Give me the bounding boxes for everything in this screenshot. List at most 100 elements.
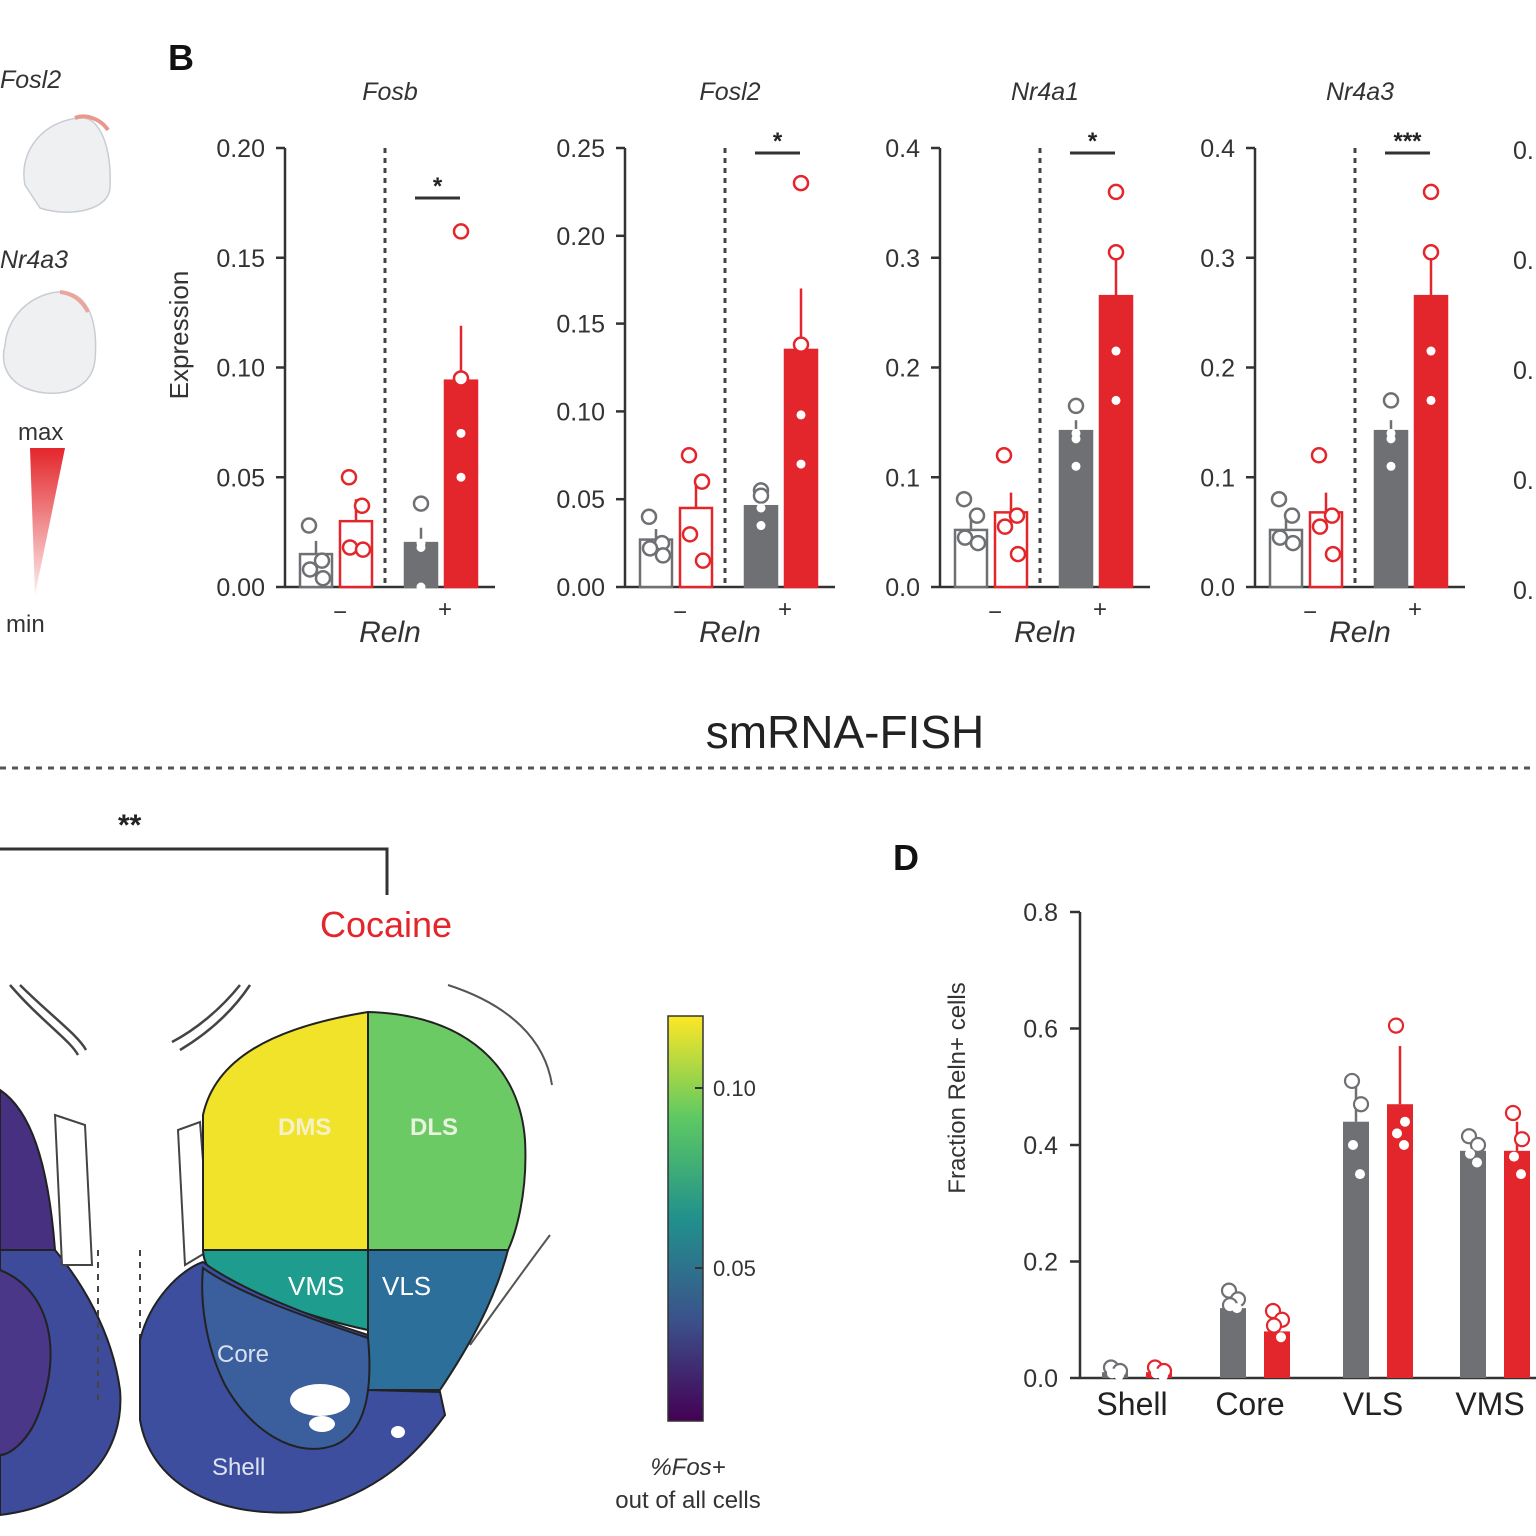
data-point [1107, 244, 1125, 261]
category-label: VMS [1455, 1386, 1524, 1422]
y-tick-label: 0.00 [216, 574, 265, 602]
data-point [1008, 507, 1026, 524]
data-point [1067, 397, 1085, 415]
umap-highlight-mid [59, 290, 90, 313]
data-point [680, 447, 698, 464]
data-point [456, 472, 466, 482]
panel-b-ylabel: Expression [164, 271, 194, 400]
y-tick-label: 0.0 [1023, 1365, 1058, 1393]
gene-chart-title: Fosl2 [699, 78, 760, 106]
anterior-commissure-small [309, 1416, 335, 1432]
significance-marker: * [433, 173, 443, 200]
region-label-shell: Shell [212, 1454, 265, 1481]
significance-bracket [0, 847, 389, 895]
bar-cocaine [678, 506, 714, 589]
cropped-tick-label: 0. [1513, 247, 1534, 275]
bar-saline [1220, 1308, 1246, 1378]
data-point [1422, 183, 1440, 201]
data-point [694, 552, 712, 569]
data-point [452, 370, 470, 387]
data-point [341, 539, 359, 556]
bar-cocaine [1413, 294, 1449, 589]
y-tick-label: 0.2 [1200, 355, 1235, 383]
data-point [1311, 518, 1329, 535]
data-point [1469, 1136, 1487, 1154]
region-vls [367, 1249, 510, 1391]
group-label-neg: − [1303, 599, 1317, 626]
y-tick-label: 0.20 [216, 135, 265, 163]
data-point [416, 542, 426, 552]
group-label-neg: − [988, 599, 1002, 626]
data-point [640, 508, 658, 526]
y-tick-label: 0.3 [1200, 245, 1235, 273]
group-label-pos: + [1408, 596, 1422, 623]
expression-scale-wedge [30, 448, 65, 595]
colorbar-label-2: out of all cells [615, 1487, 760, 1514]
data-point [1071, 434, 1081, 444]
data-point [756, 521, 766, 531]
data-point [1465, 1148, 1475, 1159]
y-tick-label: 0.10 [216, 355, 265, 383]
data-point [968, 507, 986, 524]
bar-cocaine [1098, 294, 1134, 589]
data-point [1426, 346, 1436, 356]
y-tick-label: 0.05 [216, 464, 265, 492]
data-point [313, 552, 331, 569]
y-tick-label: 0.20 [556, 223, 605, 251]
outline-line [179, 984, 252, 1052]
data-point [1352, 1096, 1370, 1113]
data-point [1107, 183, 1125, 201]
y-tick-label: 0.4 [1200, 135, 1235, 163]
data-point [796, 459, 806, 469]
data-point [995, 447, 1013, 464]
data-point [1324, 545, 1342, 563]
data-point [1392, 1128, 1402, 1139]
colorbar-tick-high: 0.10 [713, 1076, 756, 1101]
gene-chart-nr4a3: Nr4a3 0.0 0.1 0.2 0.3 0.4 *** − + Reln [1200, 78, 1465, 649]
data-point [1265, 1317, 1283, 1334]
y-tick-label: 0.2 [1023, 1249, 1058, 1277]
data-point [340, 469, 358, 486]
bar-cocaine [1504, 1150, 1530, 1378]
data-point [1348, 1140, 1358, 1150]
y-tick-label: 0.10 [556, 398, 605, 426]
data-point [1504, 1104, 1522, 1122]
data-point [456, 428, 466, 438]
bar-cocaine [443, 379, 479, 589]
bar-saline [1460, 1150, 1486, 1378]
umap-highlight-top [74, 114, 110, 132]
y-tick-label: 0.2 [885, 355, 920, 383]
y-tick-label: 0.8 [1023, 899, 1058, 927]
y-tick-label: 0.6 [1023, 1016, 1058, 1044]
gene-chart-nr4a1: Nr4a1 0.0 0.1 0.2 0.3 0.4 * − + Reln [885, 78, 1150, 649]
data-point [654, 547, 672, 564]
data-point [796, 410, 806, 420]
group-label-pos: + [778, 596, 792, 623]
x-axis-label: Reln [1014, 616, 1076, 649]
data-point [1232, 1303, 1242, 1314]
data-point [1111, 395, 1121, 405]
data-point [1472, 1157, 1482, 1168]
data-point [1276, 1332, 1286, 1343]
region-label-core: Core [217, 1341, 269, 1368]
outline-line [469, 1234, 551, 1346]
region-label-dls: DLS [410, 1114, 458, 1141]
y-tick-label: 0.0 [1200, 574, 1235, 602]
data-point [1071, 461, 1081, 471]
data-point [353, 497, 371, 515]
data-point [1009, 545, 1027, 563]
panel-a-fragment: Fosl2 Nr4a3 max min [0, 66, 111, 638]
gene-chart-title: Nr4a3 [1326, 78, 1394, 106]
colorbar [667, 1015, 704, 1422]
island-spot [391, 1426, 405, 1438]
data-point [301, 561, 319, 578]
gene-chart-title: Fosb [362, 78, 418, 106]
data-point [792, 174, 810, 192]
y-tick-label: 0.3 [885, 245, 920, 273]
data-point [693, 473, 711, 490]
group-label-neg: − [333, 599, 347, 626]
data-point [1386, 461, 1396, 471]
data-point [314, 569, 332, 587]
